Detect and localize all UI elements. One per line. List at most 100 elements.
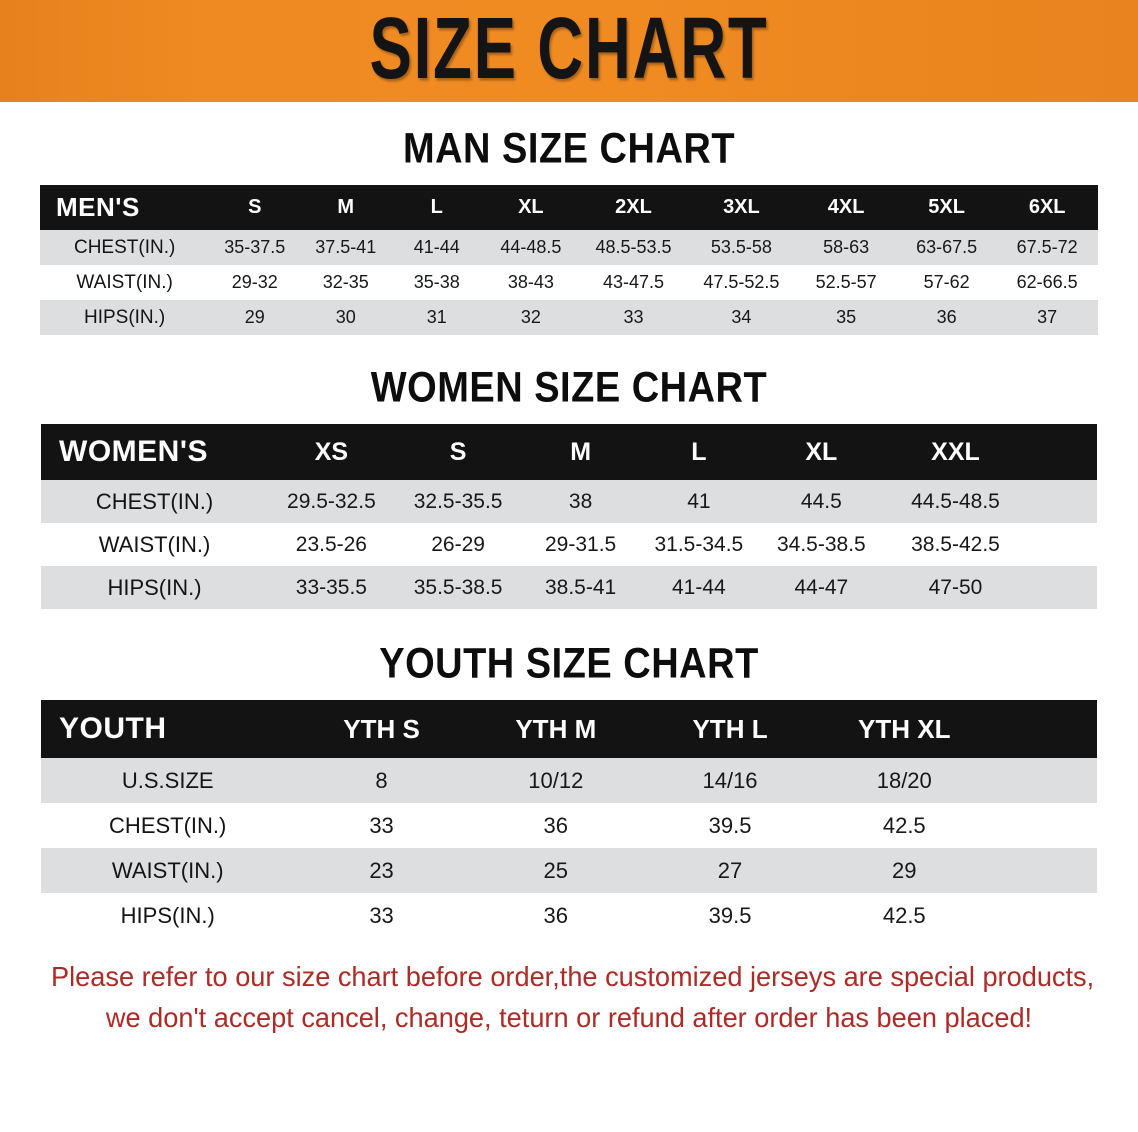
- man-col-header-l: L: [430, 196, 443, 218]
- youth-waist-l: 27: [717, 857, 743, 883]
- women-col-header-s: S: [449, 437, 467, 466]
- page-title: SIZE CHART: [369, 0, 769, 98]
- man-col-header-4xl: 4XL: [827, 196, 865, 218]
- man-hips-xl: 32: [520, 307, 541, 327]
- man-size-chart-container: MEN'S S M L XL 2XL 3XL 4XL 5XL 6XL CHEST…: [40, 185, 1098, 335]
- women-row-label-chest: CHEST(IN.): [95, 488, 214, 514]
- man-col-header-s: S: [248, 196, 262, 218]
- man-col-header-6xl: 6XL: [1028, 196, 1066, 218]
- women-waist-m: 29-31.5: [544, 532, 617, 556]
- man-waist-s: 29-32: [231, 272, 278, 292]
- youth-row-label-waist: WAIST(IN.): [111, 857, 224, 883]
- table-row: HIPS(IN.) 33-35.5 35.5-38.5 38.5-41 41-4…: [41, 566, 1097, 609]
- man-row-label-chest: CHEST(IN.): [73, 236, 176, 258]
- women-waist-l: 31.5-34.5: [654, 532, 744, 556]
- youth-hips-l: 39.5: [708, 902, 752, 928]
- man-waist-3xl: 47.5-52.5: [703, 272, 780, 292]
- table-row: CHEST(IN.) 33 36 39.5 42.5: [41, 803, 1097, 848]
- youth-ussize-m: 10/12: [528, 767, 584, 793]
- women-hips-xl: 44-47: [794, 575, 849, 599]
- women-col-header-l: L: [691, 437, 707, 466]
- women-header-spacer: [1026, 424, 1097, 480]
- man-waist-5xl: 57-62: [923, 272, 970, 292]
- women-row-spacer: [1026, 566, 1097, 609]
- man-col-header-xl: XL: [518, 196, 544, 218]
- women-chest-xs: 29.5-32.5: [287, 489, 376, 513]
- youth-chest-s: 33: [369, 812, 394, 838]
- youth-chest-l: 39.5: [708, 812, 752, 838]
- women-chest-s: 32.5-35.5: [413, 489, 503, 513]
- youth-chest-xl: 42.5: [882, 812, 926, 838]
- man-chest-l: 41-44: [413, 237, 460, 257]
- order-policy-line-1: Please refer to our size chart before or…: [51, 961, 1095, 992]
- order-policy-note: Please refer to our size chart before or…: [51, 956, 1095, 1039]
- youth-row-spacer: [991, 848, 1097, 893]
- table-row: WAIST(IN.) 23 25 27 29: [41, 848, 1097, 893]
- man-hips-l: 31: [426, 307, 447, 327]
- man-hips-m: 30: [335, 307, 356, 327]
- youth-ussize-l: 14/16: [702, 767, 758, 793]
- youth-header-spacer: [991, 700, 1097, 758]
- women-waist-s: 26-29: [431, 532, 485, 556]
- youth-table-header-row: YOUTH YTH S YTH M YTH L YTH XL: [41, 700, 1097, 758]
- man-waist-l: 35-38: [413, 272, 460, 292]
- women-chest-l: 41: [687, 489, 711, 513]
- man-waist-4xl: 52.5-57: [815, 272, 877, 292]
- man-hips-5xl: 36: [936, 307, 957, 327]
- man-chest-4xl: 58-63: [823, 237, 870, 257]
- size-chart-banner: SIZE CHART: [0, 0, 1138, 102]
- women-col-header-xl: XL: [805, 437, 838, 466]
- man-waist-m: 32-35: [322, 272, 369, 292]
- man-chest-s: 35-37.5: [224, 237, 286, 257]
- youth-waist-xl: 29: [892, 857, 917, 883]
- man-hips-s: 29: [244, 307, 265, 327]
- women-hips-xs: 33-35.5: [295, 575, 367, 599]
- youth-row-spacer: [991, 803, 1097, 848]
- man-waist-xl: 38-43: [507, 272, 554, 292]
- women-chest-xl: 44.5: [800, 489, 842, 513]
- man-col-header-5xl: 5XL: [928, 196, 965, 218]
- women-corner-label: WOMEN'S: [59, 435, 208, 468]
- women-hips-xxl: 47-50: [928, 575, 983, 599]
- youth-col-header-xl: YTH XL: [858, 713, 951, 744]
- women-table-header-row: WOMEN'S XS S M L XL XXL: [41, 424, 1097, 480]
- man-col-header-3xl: 3XL: [723, 196, 760, 218]
- man-chest-6xl: 67.5-72: [1016, 237, 1078, 257]
- order-policy-line-2: we don't accept cancel, change, teturn o…: [105, 1002, 1033, 1034]
- women-col-header-m: M: [570, 437, 592, 466]
- youth-col-header-l: YTH L: [692, 713, 768, 744]
- youth-size-chart-container: YOUTH YTH S YTH M YTH L YTH XL U.S.SIZE …: [41, 700, 1097, 938]
- man-hips-3xl: 34: [731, 307, 752, 327]
- man-waist-2xl: 43-47.5: [602, 272, 665, 292]
- table-row: CHEST(IN.) 35-37.5 37.5-41 41-44 44-48.5…: [40, 230, 1098, 265]
- table-row: HIPS(IN.) 33 36 39.5 42.5: [41, 893, 1097, 938]
- youth-waist-s: 23: [369, 857, 394, 883]
- man-col-header-2xl: 2XL: [615, 196, 652, 218]
- youth-hips-xl: 42.5: [882, 902, 926, 928]
- man-row-label-hips: HIPS(IN.): [83, 306, 166, 328]
- women-col-header-xs: XS: [314, 437, 349, 466]
- man-chest-m: 37.5-41: [315, 237, 377, 257]
- women-col-header-xxl: XXL: [931, 437, 980, 466]
- women-row-spacer: [1026, 523, 1097, 566]
- youth-hips-s: 33: [369, 902, 394, 928]
- youth-col-header-m: YTH M: [515, 713, 597, 744]
- man-table-header-row: MEN'S S M L XL 2XL 3XL 4XL 5XL 6XL: [40, 185, 1098, 230]
- man-corner-label: MEN'S: [56, 192, 140, 222]
- man-chest-3xl: 53.5-58: [710, 237, 772, 257]
- man-waist-6xl: 62-66.5: [1016, 272, 1078, 292]
- youth-section-heading: YOUTH SIZE CHART: [379, 640, 759, 688]
- youth-ussize-xl: 18/20: [876, 767, 932, 793]
- youth-chest-m: 36: [543, 812, 569, 838]
- women-row-label-waist: WAIST(IN.): [98, 531, 211, 557]
- women-size-table: WOMEN'S XS S M L XL XXL CHEST(IN.) 29.5-…: [41, 424, 1097, 609]
- youth-hips-m: 36: [543, 902, 569, 928]
- women-waist-xs: 23.5-26: [295, 532, 367, 556]
- women-hips-m: 38.5-41: [544, 575, 617, 599]
- youth-ussize-s: 8: [375, 767, 388, 793]
- women-size-chart-container: WOMEN'S XS S M L XL XXL CHEST(IN.) 29.5-…: [41, 424, 1097, 609]
- man-chest-2xl: 48.5-53.5: [595, 237, 672, 257]
- table-row: U.S.SIZE 8 10/12 14/16 18/20: [41, 758, 1097, 803]
- women-hips-s: 35.5-38.5: [413, 575, 503, 599]
- man-hips-2xl: 33: [623, 307, 644, 327]
